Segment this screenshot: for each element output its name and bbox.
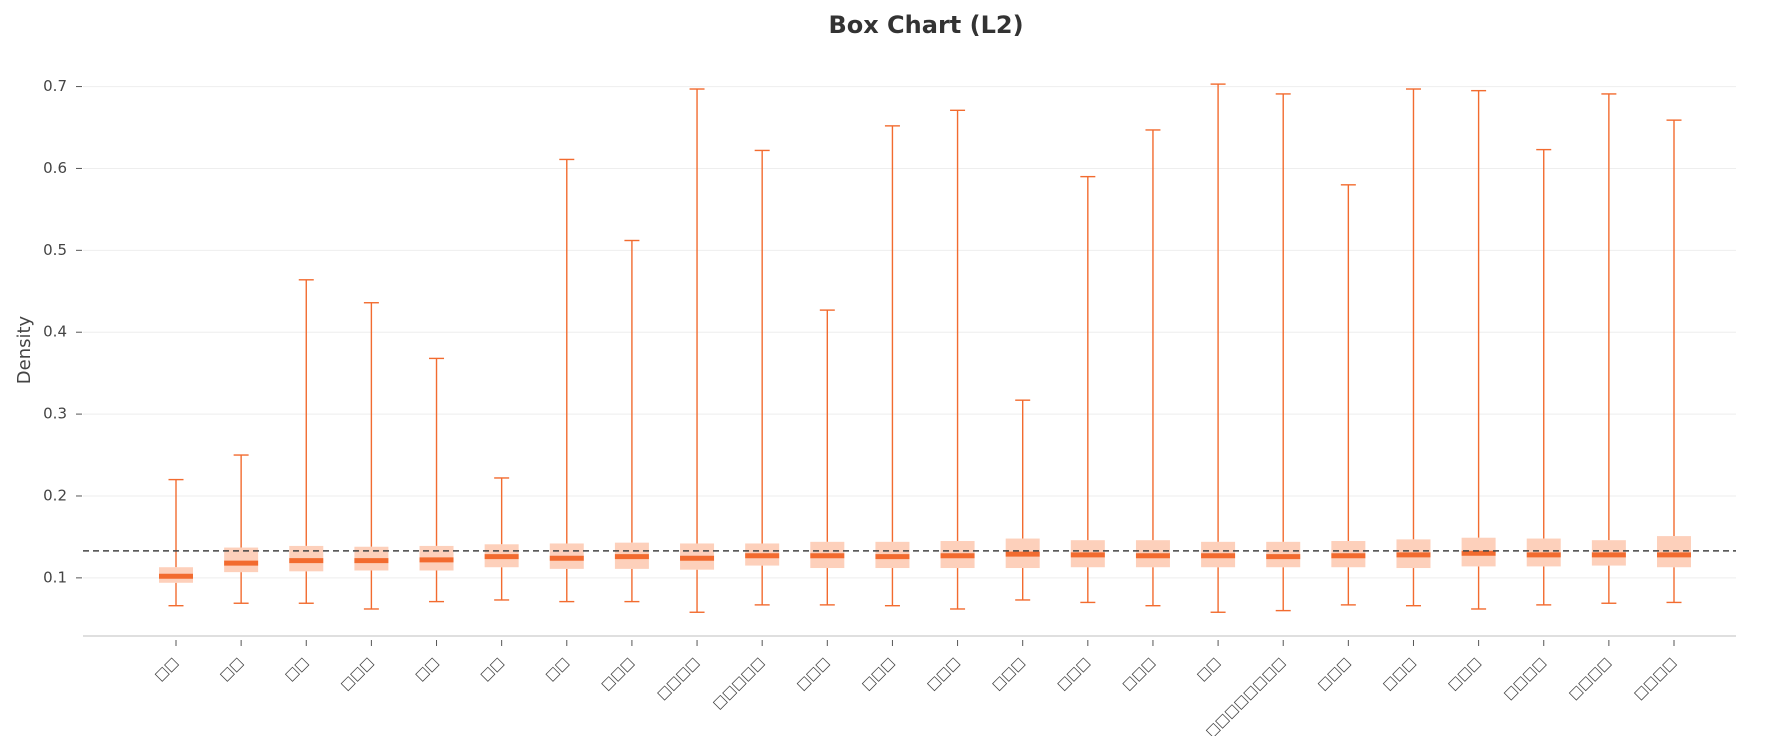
box	[1657, 536, 1691, 568]
x-tick-label: □□□	[1119, 654, 1158, 693]
x-tick-label: □□□□	[1566, 654, 1615, 703]
y-tick-label: 0.6	[43, 159, 67, 177]
x-tick-label: □□□	[859, 654, 898, 693]
x-tick-label: □□	[1194, 654, 1224, 684]
x-tick-label: □□□□	[1631, 654, 1680, 703]
y-tick-label: 0.2	[43, 486, 67, 504]
x-tick-label: □□	[282, 654, 312, 684]
x-tick-label: □□□□	[1501, 654, 1550, 703]
x-tick-label: □□□	[1380, 654, 1419, 693]
x-tick-label: □□	[152, 654, 182, 684]
x-tick-label: □□□□	[654, 654, 703, 703]
y-tick-label: 0.5	[43, 241, 67, 259]
x-tick-label: □□	[477, 654, 507, 684]
x-tick-label: □□□	[794, 654, 833, 693]
x-tick-label: □□□	[1315, 654, 1354, 693]
x-tick-label: □□□	[1054, 654, 1093, 693]
y-axis-label: Density	[14, 315, 35, 384]
x-tick-label: □□	[542, 654, 572, 684]
x-tick-label: □□□	[924, 654, 963, 693]
y-tick-label: 0.4	[43, 323, 67, 341]
x-tick-label: □□	[412, 654, 442, 684]
x-tick-label: □□□□□	[710, 654, 768, 712]
x-tick-label: □□	[217, 654, 247, 684]
x-tick-label: □□□	[989, 654, 1028, 693]
y-tick-label: 0.7	[43, 77, 67, 95]
x-tick-label: □□□	[338, 654, 377, 693]
x-tick-label: □□□	[1445, 654, 1484, 693]
chart-title: Box Chart (L2)	[828, 11, 1023, 39]
box	[224, 547, 259, 573]
y-tick-label: 0.1	[43, 568, 67, 586]
x-tick-label: □□□	[598, 654, 637, 693]
y-tick-label: 0.3	[43, 405, 67, 423]
